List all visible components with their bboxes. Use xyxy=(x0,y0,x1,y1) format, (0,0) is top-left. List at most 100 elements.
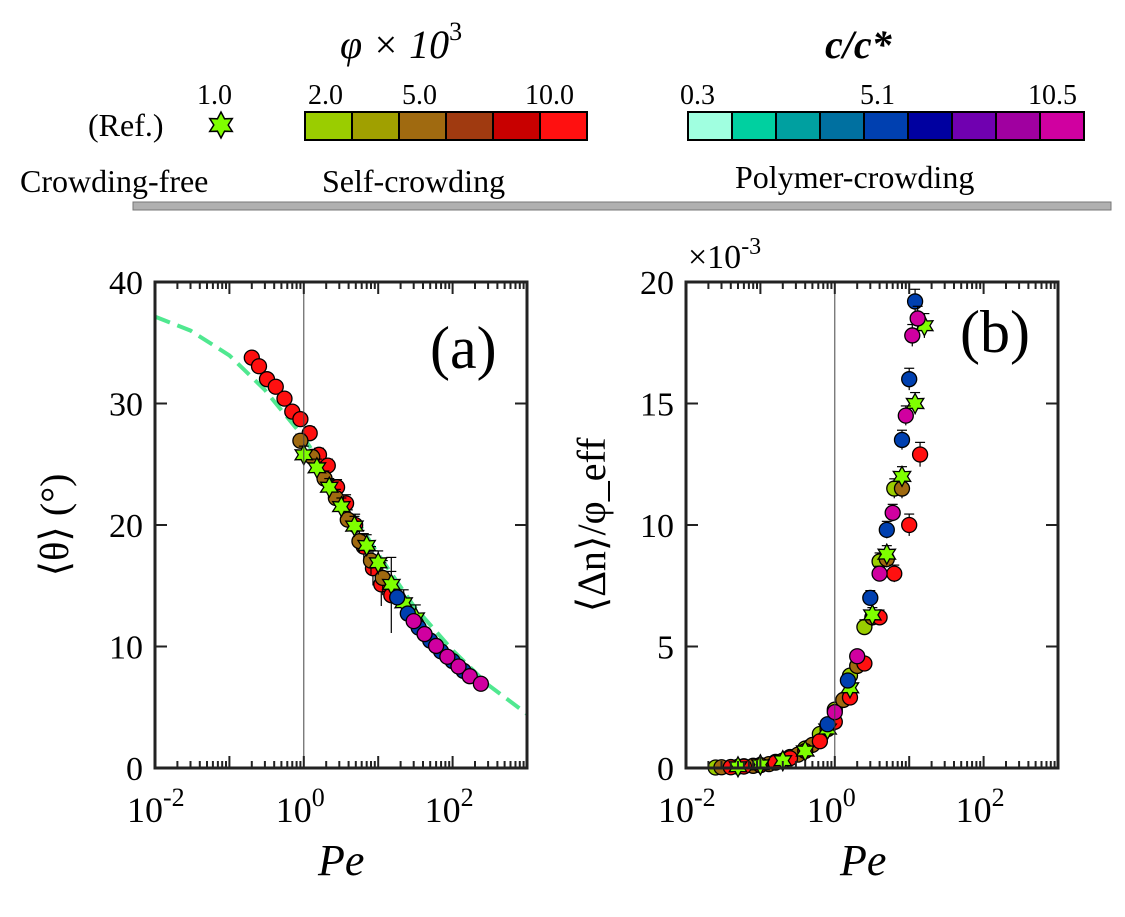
y-tick-label: 10 xyxy=(640,508,674,545)
cc-color-swatch xyxy=(731,111,777,141)
cc-color-swatch xyxy=(819,111,865,141)
x-tick-label: 102 xyxy=(956,783,1005,830)
x-tick-label: 10-2 xyxy=(127,783,185,830)
x-tick-label: 10-2 xyxy=(658,783,716,830)
data-point xyxy=(450,658,467,675)
data-point xyxy=(811,733,829,750)
x-tick-label: 102 xyxy=(425,783,474,830)
data-point xyxy=(368,551,389,575)
data-point xyxy=(886,565,903,582)
phi-color-swatch xyxy=(351,111,400,141)
y-tick-label: 30 xyxy=(109,387,143,424)
legend-cc-tick-1: 5.1 xyxy=(860,80,895,111)
y-tick-label: 40 xyxy=(109,265,143,302)
data-point xyxy=(416,625,433,643)
data-point xyxy=(772,749,793,773)
data-point xyxy=(250,358,268,375)
panel-a-series xyxy=(154,314,529,716)
data-point xyxy=(876,542,897,566)
y-tick-label: 0 xyxy=(126,751,143,788)
data-point xyxy=(892,465,912,488)
legend-phi-tick-0: 2.0 xyxy=(308,80,343,111)
x-tick-label: 100 xyxy=(276,783,325,830)
data-point xyxy=(849,648,866,665)
data-point xyxy=(862,589,879,607)
legend-ref-star-icon xyxy=(208,110,234,140)
data-point xyxy=(306,456,327,480)
data-point xyxy=(344,514,365,538)
panel-b-ylabel: ⟨Δn⟩/φ_eff xyxy=(569,437,614,612)
y-tick-label: 5 xyxy=(657,630,674,667)
data-point xyxy=(405,612,422,630)
y-tick-label: 20 xyxy=(640,265,674,302)
legend-crowding-free: Crowding-free xyxy=(20,163,208,199)
panel-b: 10-2 100 102 0 5 10 15 20 (b) ×10-3 Pe ⟨Δn⟩/φ_e… xyxy=(569,234,1060,885)
series-polymer-crowding-c-c-5-1 xyxy=(819,288,924,733)
phi-color-swatch xyxy=(445,111,494,141)
data-point xyxy=(901,516,918,534)
y-tick-label: 10 xyxy=(109,630,143,667)
data-point xyxy=(319,475,340,499)
legend-cc-tick-2: 10.5 xyxy=(1028,80,1077,111)
data-point xyxy=(897,407,914,424)
panel-b-y-multiplier: ×10-3 xyxy=(688,234,761,276)
cc-color-swatch xyxy=(951,111,997,141)
data-point xyxy=(862,603,883,627)
series-self-crowding-10-0 xyxy=(243,349,400,633)
phi-color-swatch xyxy=(539,111,588,141)
legend-phi-colorbar xyxy=(304,111,588,141)
y-tick-label: 15 xyxy=(640,387,674,424)
data-point xyxy=(871,565,888,582)
data-point xyxy=(884,504,901,521)
cc-color-swatch xyxy=(863,111,909,141)
data-point xyxy=(878,521,895,539)
data-point xyxy=(331,495,352,518)
legend-cc-colorbar xyxy=(687,111,1085,141)
x-tick-label: 100 xyxy=(807,783,856,830)
cc-color-swatch xyxy=(687,111,733,141)
legend: φ × 103 c/c* 1.0 (Ref.) Crowding-free 2.… xyxy=(20,17,1112,211)
data-point xyxy=(472,675,490,692)
legend-phi-tick-2: 10.0 xyxy=(525,80,574,111)
data-point xyxy=(905,392,926,415)
panel-b-xlabel: Pe xyxy=(839,836,886,885)
phi-color-swatch xyxy=(304,111,353,141)
data-point xyxy=(439,648,456,665)
phi-color-swatch xyxy=(398,111,447,141)
data-point xyxy=(427,637,445,655)
data-point xyxy=(267,378,284,395)
cc-color-swatch xyxy=(775,111,821,141)
legend-cc-title: c/c* xyxy=(825,22,893,67)
series-polymer-crowding-c-c-10-5 xyxy=(405,612,490,692)
data-point xyxy=(389,589,406,606)
data-point xyxy=(276,390,293,407)
panel-a-xlabel: Pe xyxy=(317,836,364,885)
data-point xyxy=(909,310,926,327)
legend-self-crowding: Self-crowding xyxy=(322,163,505,199)
legend-ref-value: 1.0 xyxy=(197,80,232,111)
panel-a-label: (a) xyxy=(430,315,497,381)
cc-color-swatch xyxy=(995,111,1041,141)
data-point xyxy=(461,668,478,685)
data-point xyxy=(911,446,929,463)
data-point xyxy=(904,327,921,344)
cc-color-swatch xyxy=(907,111,953,141)
legend-divider xyxy=(132,201,1112,211)
panel-b-axes: 10-2 100 102 0 5 10 15 20 xyxy=(640,265,1060,830)
data-point xyxy=(906,293,924,310)
data-point xyxy=(901,371,918,388)
data-point xyxy=(356,534,377,557)
panel-b-label: (b) xyxy=(960,299,1030,365)
data-point xyxy=(292,411,309,428)
panel-a-ylabel: ⟨θ⟩ (°) xyxy=(32,473,77,576)
legend-cc-tick-0: 0.3 xyxy=(680,80,715,111)
data-point xyxy=(893,431,911,449)
legend-ref-label: (Ref.) xyxy=(88,107,164,143)
y-tick-label: 0 xyxy=(657,751,674,788)
data-point xyxy=(839,672,857,689)
cc-color-swatch xyxy=(1039,111,1085,141)
legend-phi-tick-1: 5.0 xyxy=(402,80,437,111)
